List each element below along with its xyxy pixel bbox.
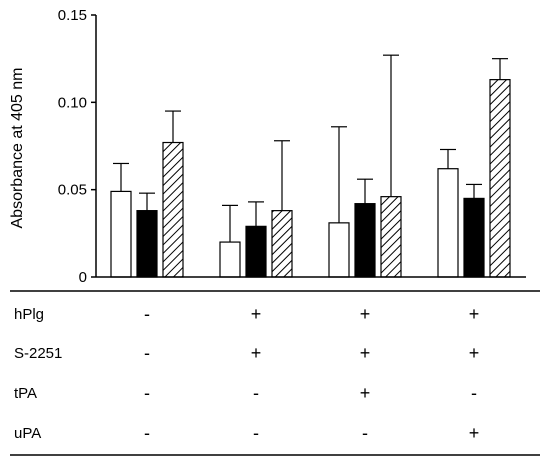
condition-label: tPA	[14, 385, 37, 402]
condition-sign: +	[469, 423, 480, 443]
bar	[162, 141, 184, 278]
bar	[489, 79, 511, 278]
condition-sign: -	[144, 304, 150, 324]
y-tick-label: 0.05	[58, 182, 87, 199]
plot-area	[96, 54, 526, 278]
condition-sign: +	[360, 343, 371, 363]
bar	[271, 210, 293, 278]
condition-sign: -	[144, 343, 150, 363]
y-tick-label: 0.15	[58, 7, 87, 24]
condition-sign: -	[253, 383, 259, 403]
condition-label: uPA	[14, 425, 41, 442]
bar	[328, 222, 350, 278]
bar	[136, 210, 158, 278]
condition-sign: -	[253, 423, 259, 443]
condition-label: hPlg	[14, 306, 44, 323]
y-tick-label: 0.10	[58, 94, 87, 111]
condition-sign: +	[469, 304, 480, 324]
condition-sign: -	[362, 423, 368, 443]
condition-table: hPlg - + + + S-2251 - + + + tPA - - + - uPA - - - +	[10, 290, 540, 456]
condition-sign: +	[469, 343, 480, 363]
y-axis-label: Absorbance at 405 nm	[9, 68, 26, 229]
condition-label: S-2251	[14, 345, 62, 362]
bar	[437, 168, 459, 278]
condition-sign: +	[360, 304, 371, 324]
bar	[354, 203, 376, 278]
bar	[380, 196, 402, 278]
condition-sign: +	[360, 383, 371, 403]
bar	[463, 197, 485, 278]
condition-sign: -	[144, 423, 150, 443]
condition-sign: +	[251, 343, 262, 363]
bar	[110, 190, 132, 278]
condition-sign: +	[251, 304, 262, 324]
condition-sign: -	[144, 383, 150, 403]
bar	[245, 225, 267, 278]
bar	[219, 241, 241, 278]
y-axis: 0 0.05 0.10 0.15	[58, 7, 97, 286]
condition-sign: -	[471, 383, 477, 403]
y-tick-label: 0	[79, 269, 87, 286]
